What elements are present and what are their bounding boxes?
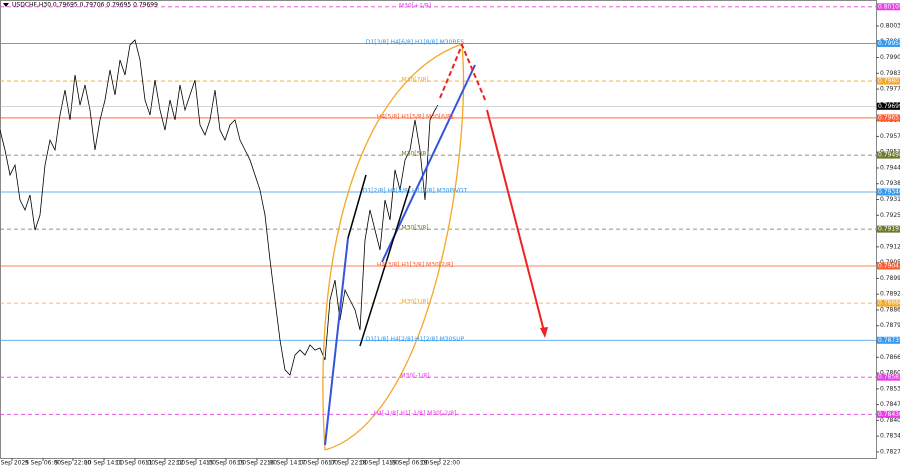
- level-label: M30[1/8]: [401, 299, 428, 306]
- y-tick-label: 0.78405: [880, 417, 900, 424]
- projection-arrow: [486, 109, 546, 336]
- arrow-head: [540, 327, 548, 338]
- level-price-label: 0.80109: [878, 3, 900, 10]
- level-price-label: 0.79651: [878, 114, 900, 121]
- level-price-label: 0.79803: [878, 78, 900, 85]
- x-tick-label: 9 Sep 22:00: [55, 460, 91, 467]
- level-label: M30[7/8]: [401, 77, 428, 84]
- level-price-label: 0.79346: [878, 188, 900, 195]
- trend-line: [324, 237, 349, 446]
- level-price-label: 0.78583: [878, 374, 900, 381]
- level-price-box: [877, 262, 900, 270]
- trend-line: [347, 174, 367, 239]
- x-tick-label: 10 Sep 14:00: [84, 460, 124, 467]
- level-price-label: 0.79041: [878, 263, 900, 270]
- level-label: M30[3/8]: [401, 225, 428, 232]
- y-tick-label: 0.78535: [880, 385, 900, 392]
- x-tick-label: 8 Sep 2025: [0, 460, 29, 467]
- level-price-label: 0.79193: [878, 226, 900, 233]
- x-tick-label: 16 Sep 14:00: [267, 460, 307, 467]
- y-tick-label: 0.78795: [880, 322, 900, 329]
- level-label: H4[5/8] H1[5/8] M30[6/8]: [377, 113, 453, 120]
- level-label: M30[+1/8]: [399, 2, 431, 9]
- current-price-label: 0.79699: [878, 103, 900, 110]
- y-tick-label: 0.78925: [880, 291, 900, 298]
- level-price-box: [877, 336, 900, 344]
- y-tick-label: 0.79445: [880, 164, 900, 171]
- level-label: D1[2/8] H4[4/8] H1[4/8] M30PIVOT: [363, 187, 468, 194]
- level-price-box: [877, 114, 900, 122]
- x-tick-label: 19 Sep 22:00: [420, 460, 460, 467]
- x-tick-label: 17 Sep 06:00: [298, 460, 338, 467]
- level-price-label: 0.79498: [878, 152, 900, 159]
- projection-arrow: [439, 42, 487, 103]
- y-tick-label: 0.79315: [880, 196, 900, 203]
- drawings: [322, 42, 548, 451]
- x-tick-label: 17 Sep 22:00: [328, 460, 368, 467]
- level-price-box: [877, 410, 900, 418]
- x-tick-label: 18 Sep 14:00: [359, 460, 399, 467]
- y-tick-label: 0.78275: [880, 448, 900, 455]
- level-label: M30[-1/8]: [400, 373, 429, 380]
- level-price-box: [877, 77, 900, 85]
- level-label: H4[3/8] H1[3/8] M30[2/8]: [377, 262, 453, 269]
- y-tick-label: 0.78665: [880, 354, 900, 361]
- level-price-label: 0.78735: [878, 337, 900, 344]
- level-price-box: [877, 225, 900, 233]
- level-label: M30[5/8]: [401, 151, 428, 158]
- level-price-box: [877, 299, 900, 307]
- level-price-box: [877, 188, 900, 196]
- current-price-box: [877, 102, 900, 110]
- price-line: [0, 39, 439, 376]
- x-tick-label: 12 Sep 14:00: [176, 460, 216, 467]
- level-price-label: 0.78888: [878, 300, 900, 307]
- level-price-box: [877, 373, 900, 381]
- x-tick-label: 15 Sep 22:00: [237, 460, 277, 467]
- x-tick-label: 19 Sep 06:00: [389, 460, 429, 467]
- menu-icon: [3, 3, 9, 7]
- level-price-label: 0.79958: [878, 40, 900, 47]
- level-price-box: [877, 39, 900, 47]
- level-label: D1[1/8] H4[2/8] H1[2/8] M30SUP: [366, 336, 465, 343]
- level-price-box: [877, 151, 900, 159]
- y-tick-label: 0.79835: [880, 70, 900, 77]
- level-label: D1[3/8] H4[6/8] H1[8/8] M30RES: [366, 39, 465, 46]
- marks: [0, 6, 876, 415]
- x-tick-label: 9 Sep 06:00: [25, 460, 61, 467]
- x-tick-label: 11 Sep 22:00: [145, 460, 185, 467]
- trend-line: [381, 64, 476, 263]
- level-label: H4[-1/8] H1[-1/8] M30[-2/8]: [374, 410, 457, 417]
- trend-line: [359, 185, 411, 347]
- chart-title: USDCHF,H30 0.79695 0.79706 0.79695 0.796…: [12, 2, 158, 9]
- y-tick-label: 0.79575: [880, 133, 900, 140]
- level-price-box: [877, 3, 900, 11]
- x-tick-label: 11 Sep 06:00: [115, 460, 155, 467]
- x-tick-label: 15 Sep 06:00: [206, 460, 246, 467]
